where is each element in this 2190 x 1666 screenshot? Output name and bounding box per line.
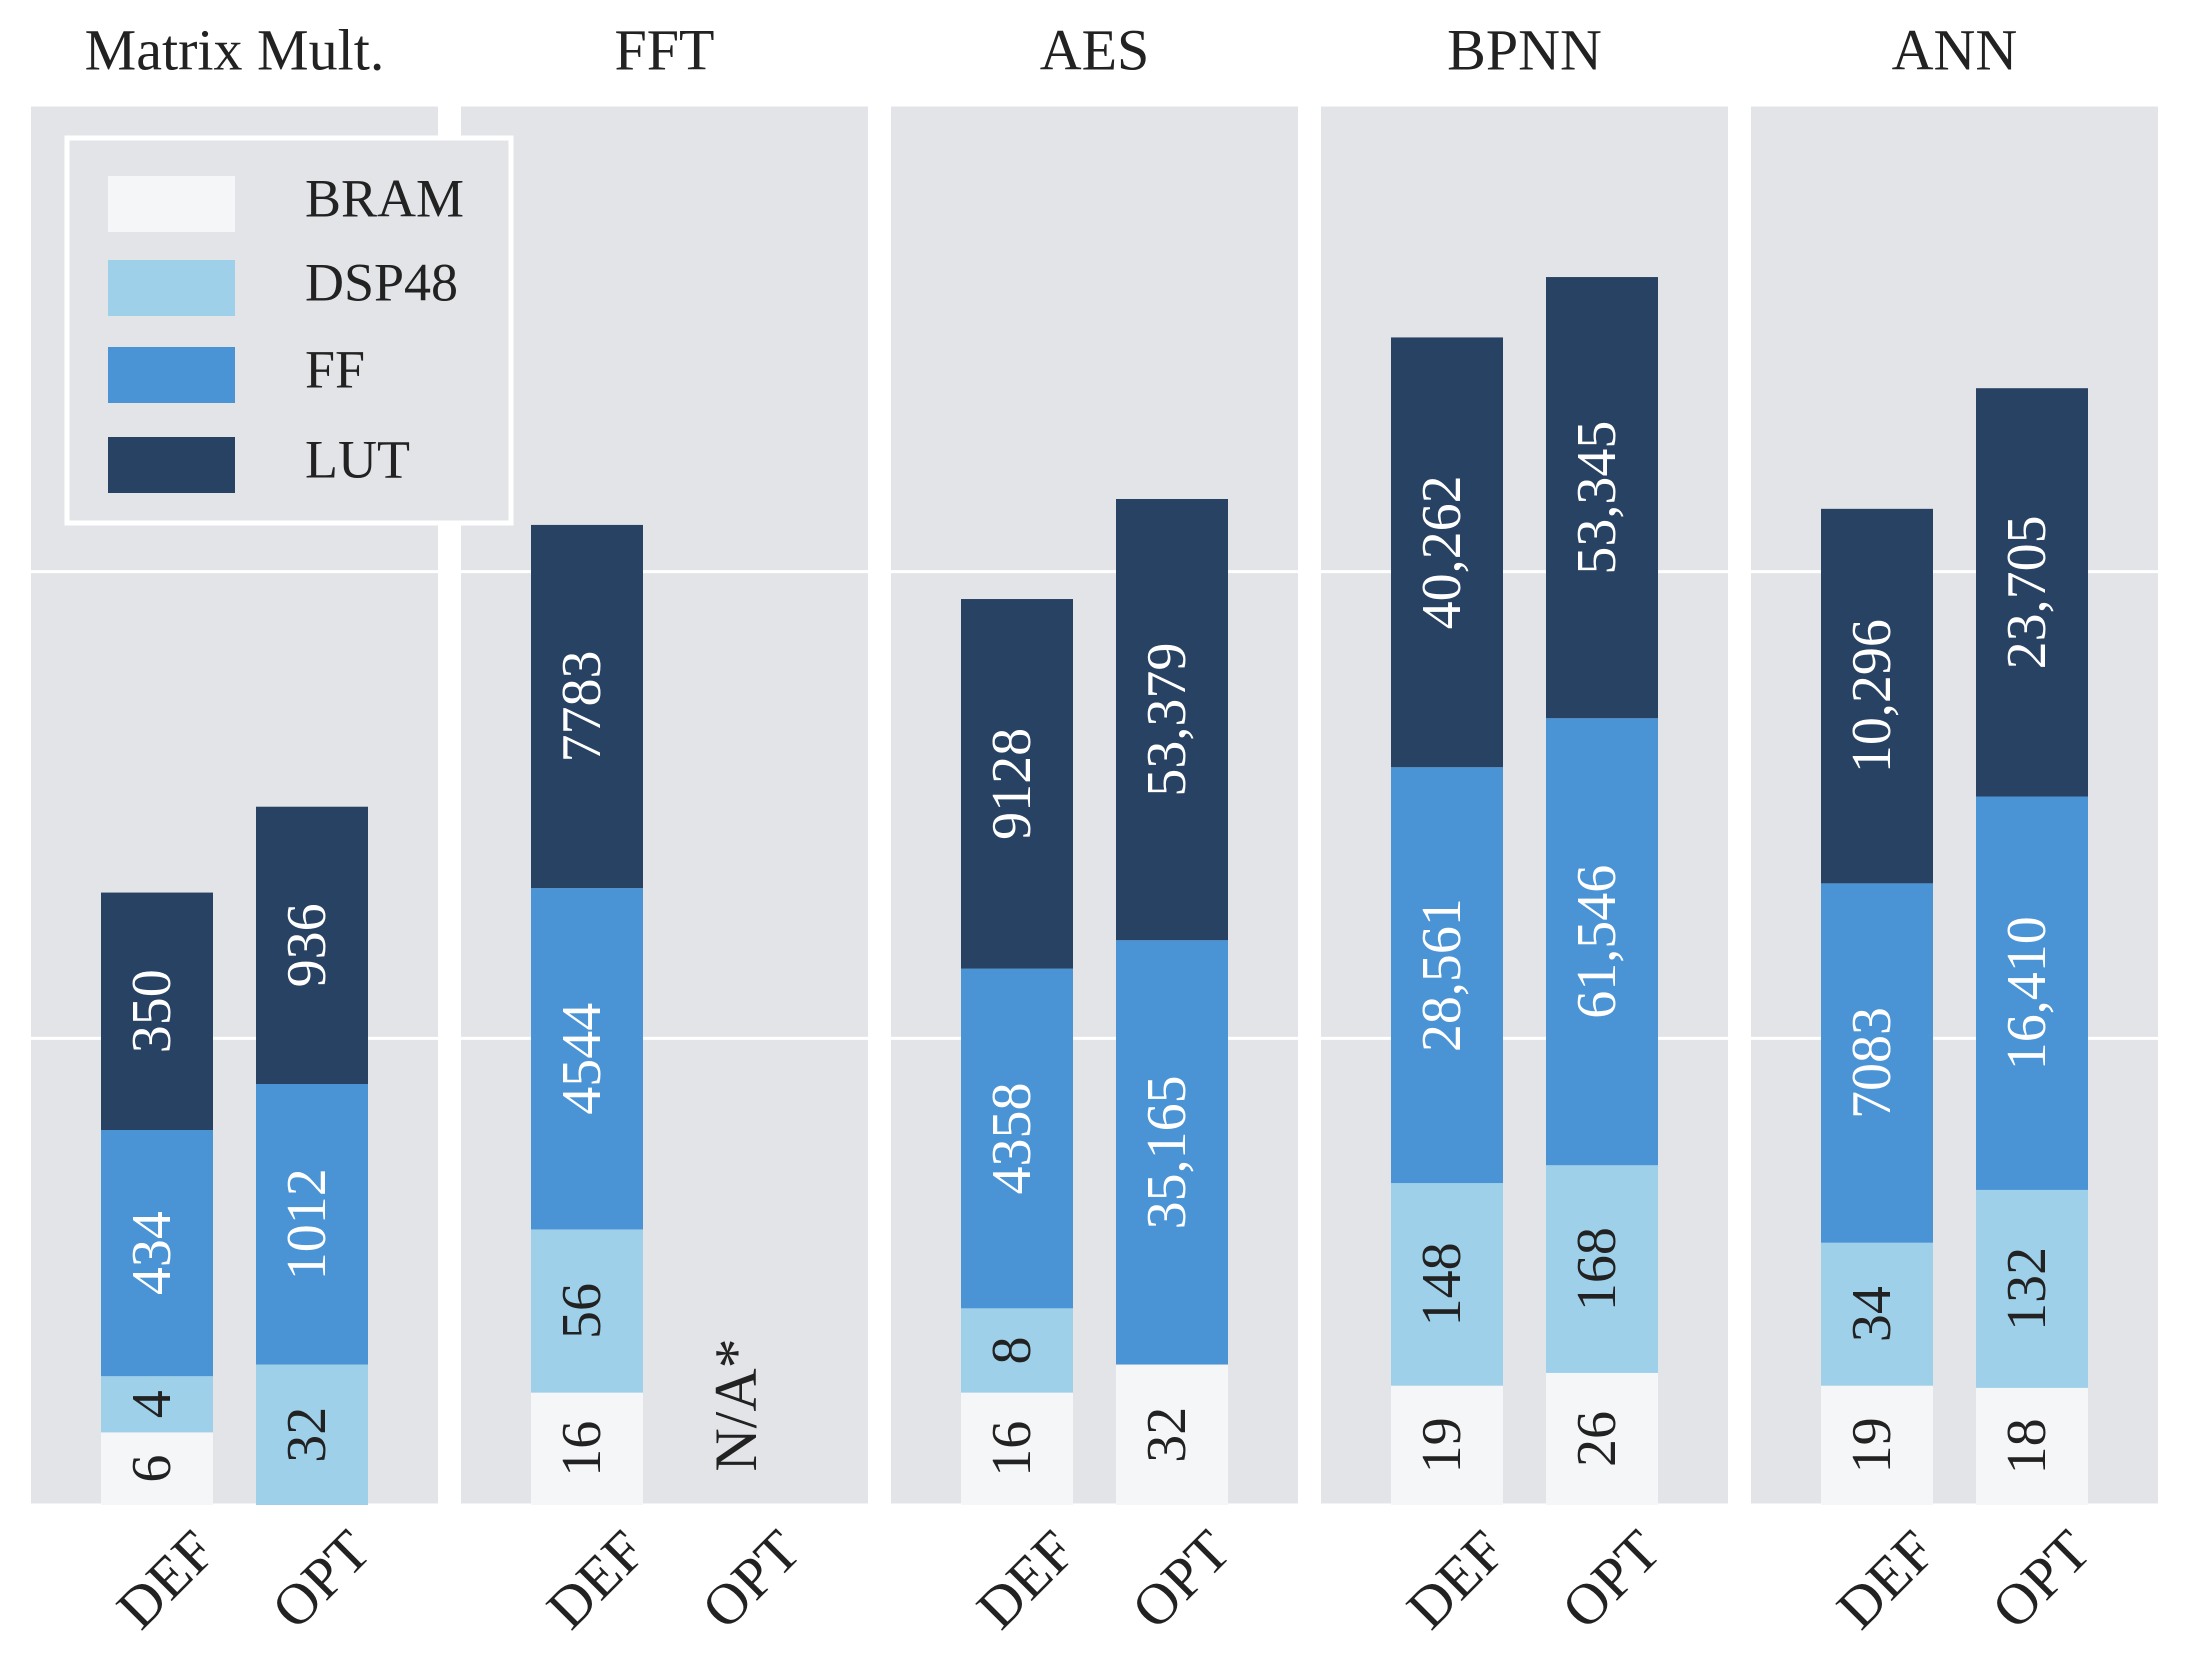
panel-title: BPNN [1447, 17, 1602, 82]
value-label: 32 [1136, 1407, 1198, 1463]
legend-swatch [108, 260, 235, 316]
value-label: 434 [121, 1211, 183, 1295]
bar-segment [1546, 718, 1658, 1166]
value-label: 18 [1996, 1418, 2058, 1474]
bar-segment [1976, 388, 2088, 797]
bar-segment [1391, 767, 1503, 1184]
value-label: 28,561 [1411, 898, 1473, 1052]
value-label: 26 [1566, 1411, 1628, 1467]
legend-swatch [108, 176, 235, 232]
value-label: 132 [1996, 1247, 2058, 1331]
bar-segment [256, 1084, 368, 1365]
value-label: 16 [551, 1421, 613, 1477]
value-label: 23,705 [1996, 515, 2058, 669]
value-label: 168 [1566, 1227, 1628, 1311]
bar-segment [101, 1432, 213, 1505]
bar-segment [101, 1376, 213, 1433]
value-label: 16,410 [1996, 916, 2058, 1070]
bar-segment [531, 1229, 643, 1393]
legend-label: FF [305, 339, 365, 399]
panel-title: Matrix Mult. [85, 17, 385, 82]
panel-title: ANN [1892, 17, 2018, 82]
panel-background [461, 105, 868, 1505]
value-label: 7083 [1841, 1007, 1903, 1119]
value-label: 35,165 [1136, 1075, 1198, 1229]
value-label: 53,345 [1566, 421, 1628, 575]
value-label: 350 [121, 969, 183, 1053]
value-label: 4 [121, 1390, 183, 1418]
bar-segment [531, 524, 643, 889]
value-label: 4544 [551, 1003, 613, 1115]
legend-label: LUT [305, 429, 410, 489]
bar-segment [1546, 1372, 1658, 1505]
x-tick-label: DEF [534, 1518, 657, 1641]
bar-segment [256, 806, 368, 1085]
x-tick-label: OPT [1119, 1518, 1242, 1641]
value-label: 56 [551, 1283, 613, 1339]
value-label: 19 [1411, 1417, 1473, 1473]
value-label: 53,379 [1136, 643, 1198, 797]
value-label: 1012 [276, 1168, 338, 1280]
bar-segment [961, 1392, 1073, 1505]
bar-segment [531, 888, 643, 1230]
bar-segment [961, 599, 1073, 969]
bar-segment [1976, 1387, 2088, 1505]
bar-segment [961, 1308, 1073, 1393]
x-tick-label: OPT [1549, 1518, 1672, 1641]
value-label: 7783 [551, 651, 613, 763]
value-label: 4358 [981, 1082, 1043, 1194]
value-label: 148 [1411, 1242, 1473, 1326]
panel-background [891, 105, 1298, 1505]
value-label: 936 [276, 903, 338, 987]
value-label: 61,546 [1566, 865, 1628, 1019]
value-label: 19 [1841, 1417, 1903, 1473]
bar-segment [1116, 498, 1228, 941]
bar-segment [101, 892, 213, 1131]
bar-segment [1821, 1385, 1933, 1505]
bar-segment [256, 1364, 368, 1505]
bar-segment [1116, 1364, 1228, 1505]
value-label: 9128 [981, 728, 1043, 840]
panel-title: FFT [615, 17, 715, 82]
value-label: 6 [121, 1455, 183, 1483]
value-label: 34 [1841, 1286, 1903, 1342]
x-tick-label: DEF [104, 1518, 227, 1641]
bar-segment [1546, 277, 1658, 719]
value-label: 8 [981, 1336, 1043, 1364]
bar-segment [531, 1392, 643, 1505]
bar-segment [1391, 1385, 1503, 1505]
bar-segment [1116, 940, 1228, 1365]
panel-title: AES [1040, 17, 1150, 82]
legend-swatch [108, 347, 235, 403]
bar-segment [1976, 796, 2088, 1190]
bar-segment [1976, 1189, 2088, 1388]
bar-segment [1821, 1242, 1933, 1386]
legend-swatch [108, 437, 235, 493]
x-tick-label: OPT [689, 1518, 812, 1641]
value-label: 10,296 [1841, 619, 1903, 773]
x-tick-label: DEF [1824, 1518, 1947, 1641]
legend-label: BRAM [305, 168, 464, 228]
value-label: 16 [981, 1421, 1043, 1477]
value-label: 32 [276, 1407, 338, 1463]
bar-segment [1821, 883, 1933, 1243]
bar-segment [1821, 508, 1933, 884]
value-label: 40,262 [1411, 475, 1473, 629]
annotation: N/A* [703, 1338, 769, 1471]
x-tick-label: OPT [1979, 1518, 2102, 1641]
legend-label: DSP48 [305, 252, 458, 312]
x-tick-label: DEF [1394, 1518, 1517, 1641]
x-tick-label: OPT [259, 1518, 382, 1641]
bar-segment [1546, 1165, 1658, 1373]
bar-segment [1391, 337, 1503, 768]
x-tick-label: DEF [964, 1518, 1087, 1641]
panel-background [1751, 105, 2158, 1505]
bar-segment [961, 968, 1073, 1309]
panel-background [1321, 105, 1728, 1505]
bar-segment [1391, 1183, 1503, 1386]
bar-segment [101, 1130, 213, 1377]
